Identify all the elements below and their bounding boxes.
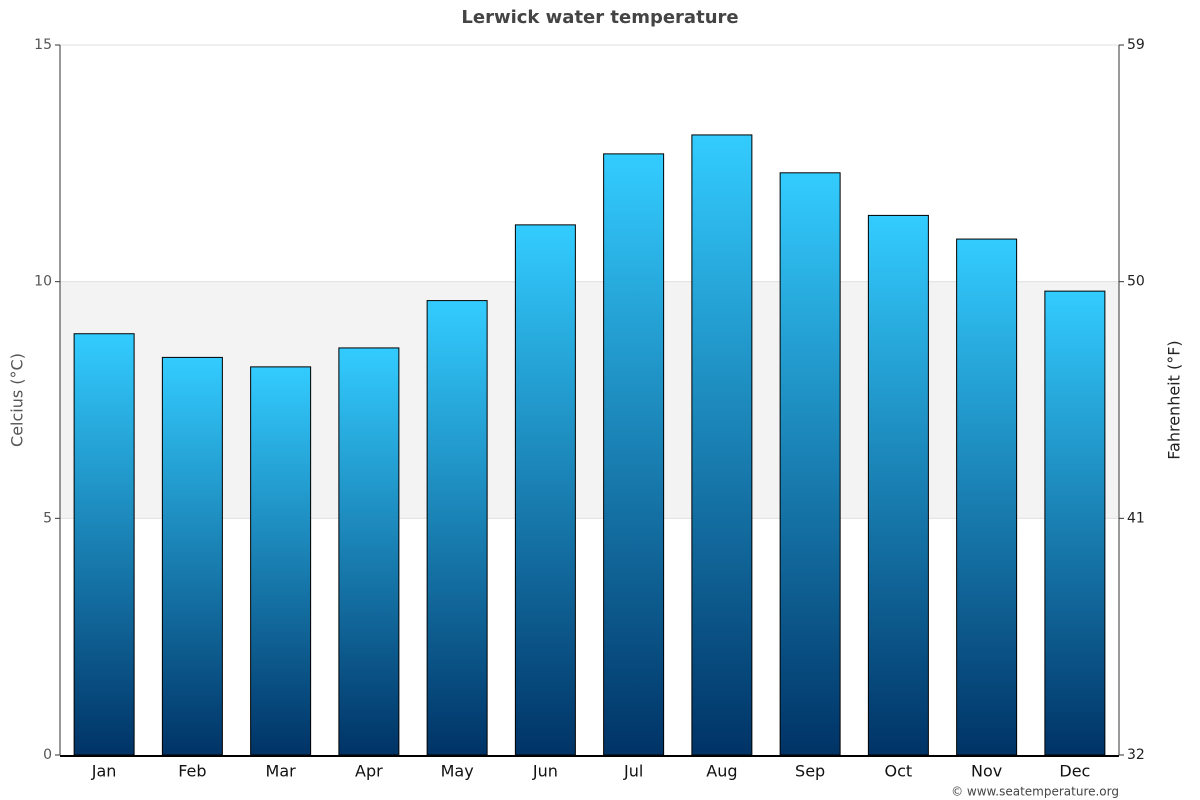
bar (867, 214, 929, 756)
x-tick-label: Aug (706, 762, 737, 781)
y2-axis-label: Fahrenheit (°F) (1165, 340, 1184, 459)
bar (73, 333, 135, 756)
x-tick-label: Mar (266, 762, 297, 781)
bar (161, 356, 223, 756)
bar (514, 224, 576, 756)
credit: © www.seatemperature.org (951, 785, 1119, 799)
x-tick-label: Dec (1059, 762, 1090, 781)
y2-tick-label: 50 (1127, 274, 1145, 290)
x-tick-label: Jun (532, 762, 558, 781)
x-tick-label: Apr (355, 762, 383, 781)
bar (956, 238, 1018, 756)
bar (1044, 290, 1106, 756)
y2-tick-label: 59 (1127, 37, 1145, 53)
plot-band (60, 281, 1119, 519)
x-tick-label: Feb (178, 762, 206, 781)
y-tick-label: 0 (43, 747, 52, 763)
y-tick-label: 15 (34, 37, 52, 53)
y2-tick-label: 41 (1127, 510, 1145, 526)
bar (250, 366, 312, 756)
y2-tick-label: 32 (1127, 747, 1145, 763)
bar (426, 300, 488, 756)
background-layer (55, 44, 1124, 756)
bar (603, 153, 665, 756)
chart-title: Lerwick water temperature (461, 7, 738, 28)
x-tick-label: Jan (91, 762, 117, 781)
bar (691, 134, 753, 756)
bar (779, 172, 841, 756)
x-tick-label: Sep (795, 762, 825, 781)
x-tick-label: May (441, 762, 474, 781)
x-tick-label: Jul (623, 762, 643, 781)
y-tick-label: 5 (43, 510, 52, 526)
x-tick-label: Oct (885, 762, 913, 781)
y-axis-label: Celcius (°C) (8, 353, 27, 447)
bar (338, 347, 400, 756)
x-tick-label: Nov (971, 762, 1002, 781)
y-tick-label: 10 (34, 274, 52, 290)
